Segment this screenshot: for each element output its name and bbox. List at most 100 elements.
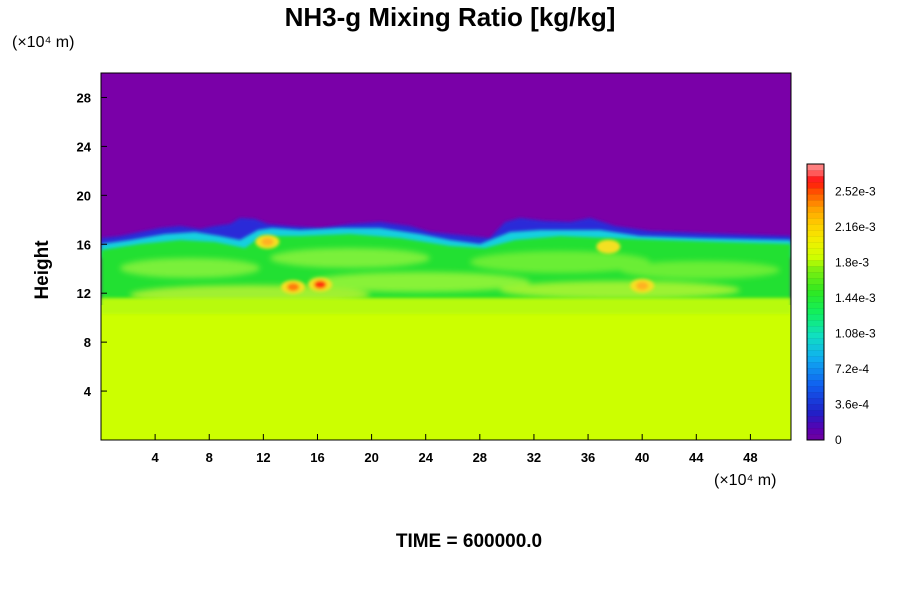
colorbar-segment (807, 176, 824, 183)
y-tick-label: 4 (84, 384, 92, 399)
colorbar-segment (807, 410, 824, 417)
x-axis: 4 8 12 16 20 24 28 32 36 40 44 48 (152, 434, 758, 465)
colorbar-label: 1.8e-3 (835, 256, 869, 270)
streak (270, 248, 430, 268)
colorbar-segment (807, 230, 824, 237)
x-tick-label: 20 (364, 450, 378, 465)
colorbar-segment (807, 350, 824, 357)
hotspot (261, 237, 274, 246)
y-tick-label: 24 (77, 139, 92, 154)
colorbar-labels: 0 3.6e-4 7.2e-4 1.08e-3 1.44e-3 1.8e-3 2.16e-3… (835, 185, 876, 447)
colorbar-border (806, 163, 825, 441)
lower-layer-fill (101, 305, 791, 440)
colorbar-segment (807, 194, 824, 201)
y-tick-label: 8 (84, 335, 91, 350)
colorbar-label: 2.52e-3 (835, 185, 876, 199)
lower-transition (101, 298, 791, 314)
hotspot (287, 283, 300, 292)
x-tick-label: 16 (310, 450, 324, 465)
x-tick-label: 40 (635, 450, 649, 465)
time-label: TIME = 600000.0 (395, 531, 543, 552)
y-tick-label: 28 (77, 90, 91, 105)
colorbar-segment (807, 242, 824, 249)
colorbar-segment (807, 296, 824, 303)
colorbar-segment (807, 344, 824, 351)
x-tick-label: 28 (473, 450, 487, 465)
colorbar-segment (807, 380, 824, 387)
colorbar-segment (807, 260, 824, 267)
streak (500, 281, 740, 299)
colorbar-label: 1.08e-3 (835, 327, 876, 341)
colorbar-label: 3.6e-4 (835, 398, 869, 412)
streak (310, 272, 530, 292)
hotspot-group (255, 234, 655, 295)
colorbar-segment (807, 188, 824, 195)
y-tick-label: 12 (77, 286, 91, 301)
x-tick-label: 4 (152, 450, 160, 465)
colorbar-segment (807, 368, 824, 375)
colorbar-segment (807, 290, 824, 297)
colorbar-segment (807, 170, 824, 177)
x-tick-label: 8 (206, 450, 213, 465)
colorbar-segment (807, 338, 824, 345)
y-axis: 4 8 12 16 20 24 28 (77, 90, 107, 399)
colorbar-segment (807, 356, 824, 363)
colorbar-segment (807, 236, 824, 243)
x-tick-label: 12 (256, 450, 270, 465)
x-tick-label: 48 (743, 450, 757, 465)
colorbar-segment (807, 374, 824, 381)
colorbar (806, 163, 825, 441)
colorbar-segment (807, 308, 824, 315)
x-tick-label: 44 (689, 450, 704, 465)
x-tick-label: 36 (581, 450, 595, 465)
colorbar-segment (807, 272, 824, 279)
colorbar-segment (807, 200, 824, 207)
colorbar-segment (807, 266, 824, 273)
colorbar-segment (807, 386, 824, 393)
plot-border (100, 72, 792, 441)
field-layers (101, 73, 791, 440)
colorbar-label: 1.44e-3 (835, 291, 876, 305)
colorbar-segment (807, 206, 824, 213)
y-tick-label: 20 (77, 188, 91, 203)
colorbar-segment (807, 302, 824, 309)
streak (620, 261, 780, 279)
colorbar-label: 7.2e-4 (835, 362, 869, 376)
colorbar-label: 2.16e-3 (835, 220, 876, 234)
colorbar-segment (807, 434, 824, 441)
colorbar-segment (807, 182, 824, 189)
colorbar-segment (807, 416, 824, 423)
streak (470, 251, 650, 273)
x-axis-unit: (×10⁴ m) (714, 472, 777, 489)
colorbar-label: 0 (835, 433, 842, 447)
hotspot (636, 281, 649, 290)
hotspot (314, 280, 327, 289)
colorbar-segment (807, 248, 824, 255)
colorbar-segment (807, 428, 824, 435)
colorbar-segment (807, 362, 824, 369)
colorbar-segment (807, 422, 824, 429)
mixed-streaks (120, 248, 780, 305)
x-tick-label: 24 (418, 450, 433, 465)
colorbar-segment (807, 314, 824, 321)
streak (120, 258, 260, 278)
colorbar-segment (807, 218, 824, 225)
chart-title: NH3-g Mixing Ratio [kg/kg] (284, 2, 616, 32)
colorbar-segment (807, 398, 824, 405)
colorbar-segment (807, 320, 824, 327)
colorbar-segment (807, 326, 824, 333)
colorbar-segment (807, 284, 824, 291)
colorbar-segment (807, 404, 824, 411)
colorbar-segment (807, 332, 824, 339)
colorbar-segment (807, 164, 824, 171)
colorbar-segment (807, 278, 824, 285)
hotspot (602, 242, 615, 251)
colorbar-segment (807, 392, 824, 399)
colorbar-segment (807, 224, 824, 231)
colorbar-segment (807, 212, 824, 219)
y-axis-unit: (×10⁴ m) (12, 34, 75, 51)
colorbar-segment (807, 254, 824, 261)
x-tick-label: 32 (527, 450, 541, 465)
y-tick-label: 16 (77, 237, 91, 252)
